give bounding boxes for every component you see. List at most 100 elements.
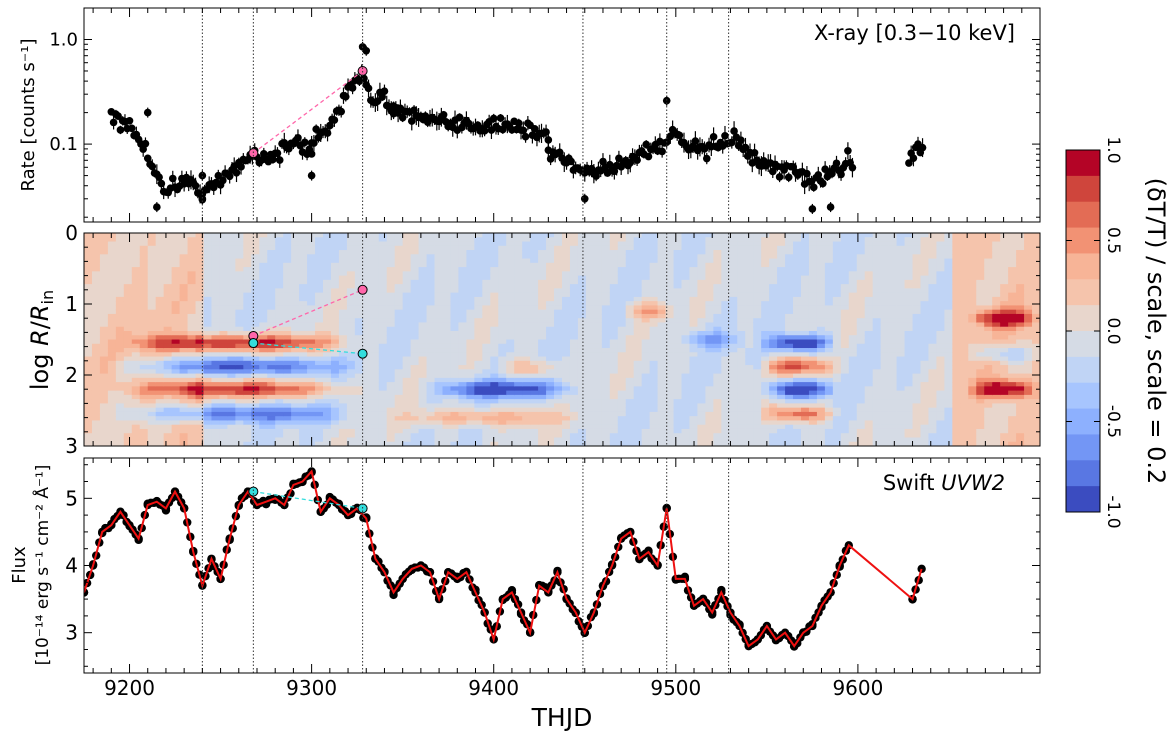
delay-map-cell — [625, 241, 635, 247]
delay-map-cell — [171, 339, 181, 345]
delay-map-cell — [585, 339, 595, 345]
delay-map-cell — [299, 339, 308, 345]
delay-map-cell — [546, 390, 555, 396]
delay-map-cell — [546, 275, 555, 281]
delay-map-cell — [729, 326, 738, 332]
delay-map-cell — [203, 296, 213, 302]
delay-map-cell — [737, 233, 746, 238]
delay-map-cell — [729, 428, 738, 434]
delay-map-cell — [139, 386, 149, 392]
delay-map-cell — [569, 245, 579, 251]
xray-ylabel: Rate [counts s⁻¹] — [18, 38, 39, 191]
delay-map-cell — [330, 271, 340, 277]
delay-map-cell — [147, 250, 157, 255]
delay-map-cell — [633, 365, 643, 370]
delay-map-cell — [362, 343, 372, 349]
delay-map-cell — [450, 292, 460, 298]
delay-map-cell — [123, 365, 133, 370]
delay-map-cell — [530, 433, 539, 439]
delay-map-cell — [155, 288, 165, 294]
delay-map-cell — [713, 262, 722, 268]
delay-map-cell — [657, 382, 667, 387]
delay-map-cell — [131, 407, 141, 413]
delay-map-cell — [402, 428, 412, 434]
delay-map-cell — [681, 296, 691, 302]
delay-map-cell — [458, 377, 467, 383]
delay-map-cell — [721, 309, 730, 315]
delay-map-cell — [283, 250, 292, 255]
delay-map-cell — [577, 241, 587, 247]
delay-map-cell — [705, 275, 714, 281]
delay-map-cell — [609, 365, 619, 370]
delay-map-cell — [585, 343, 595, 349]
delay-map-cell — [84, 241, 93, 247]
delay-map-cell — [442, 339, 452, 345]
delay-map-cell — [617, 292, 627, 298]
delay-map-cell — [386, 262, 396, 268]
delay-map-cell — [219, 441, 228, 446]
delay-map-cell — [107, 279, 117, 285]
delay-map-cell — [450, 296, 460, 302]
delay-map-cell — [609, 322, 619, 328]
delay-map-cell — [123, 250, 133, 255]
delay-map-cell — [171, 356, 181, 362]
delay-map-cell — [84, 360, 93, 366]
delay-map-cell — [649, 305, 659, 311]
delay-map-cell — [378, 386, 388, 392]
delay-map-cell — [426, 369, 436, 375]
delay-map-cell — [625, 411, 635, 417]
delay-map-cell — [673, 420, 683, 426]
delay-map-cell — [442, 309, 452, 315]
delay-map-cell — [450, 403, 460, 409]
delay-map-cell — [219, 365, 228, 370]
delay-map-cell — [402, 250, 412, 255]
delay-map-cell — [681, 271, 691, 277]
delay-map-cell — [633, 271, 643, 277]
delay-map-cell — [729, 245, 738, 251]
delay-map-cell — [729, 352, 738, 358]
delay-map-cell — [163, 258, 173, 264]
delay-map-cell — [633, 348, 643, 353]
delay-map-cell — [641, 365, 651, 370]
delay-map-cell — [147, 343, 157, 349]
delay-map-cell — [689, 369, 699, 375]
delay-map-cell — [609, 284, 619, 289]
delay-map-cell — [641, 411, 651, 417]
delay-map-cell — [84, 275, 93, 281]
delay-map-cell — [155, 335, 165, 341]
delay-map-cell — [259, 399, 268, 404]
delay-map-cell — [259, 373, 268, 379]
delay-map-cell — [139, 309, 149, 315]
delay-map-cell — [546, 343, 555, 349]
delay-map-cell — [737, 262, 746, 268]
delay-map-cell — [641, 250, 651, 255]
delay-map-cell — [354, 382, 364, 387]
delay-map-cell — [490, 271, 499, 277]
delay-map-cell — [482, 262, 491, 268]
delay-map-cell — [514, 339, 523, 345]
delay-map-cell — [506, 254, 515, 260]
delay-map-cell — [291, 411, 300, 417]
delay-map-cell — [243, 356, 252, 362]
delay-map-cell — [147, 309, 157, 315]
delay-map-cell — [474, 441, 483, 446]
delay-map-cell — [729, 258, 738, 264]
delay-map-cell — [299, 420, 308, 426]
delay-map-cell — [267, 318, 276, 324]
delay-map-cell — [721, 305, 730, 311]
delay-map-cell — [139, 352, 149, 358]
delay-map-cell — [522, 254, 531, 260]
delay-map-cell — [346, 326, 356, 332]
delay-map-cell — [275, 403, 284, 409]
delay-map-cell — [569, 279, 579, 285]
delay-map-cell — [673, 377, 683, 383]
delay-map-cell — [386, 369, 396, 375]
delay-map-cell — [665, 403, 675, 409]
delay-map-cell — [721, 237, 730, 243]
delay-map-cell — [386, 288, 396, 294]
delay-map-cell — [338, 343, 348, 349]
delay-map-cell — [139, 365, 149, 370]
delay-map-cell — [299, 348, 308, 353]
delay-map-cell — [283, 420, 292, 426]
delay-map-cell — [625, 309, 635, 315]
